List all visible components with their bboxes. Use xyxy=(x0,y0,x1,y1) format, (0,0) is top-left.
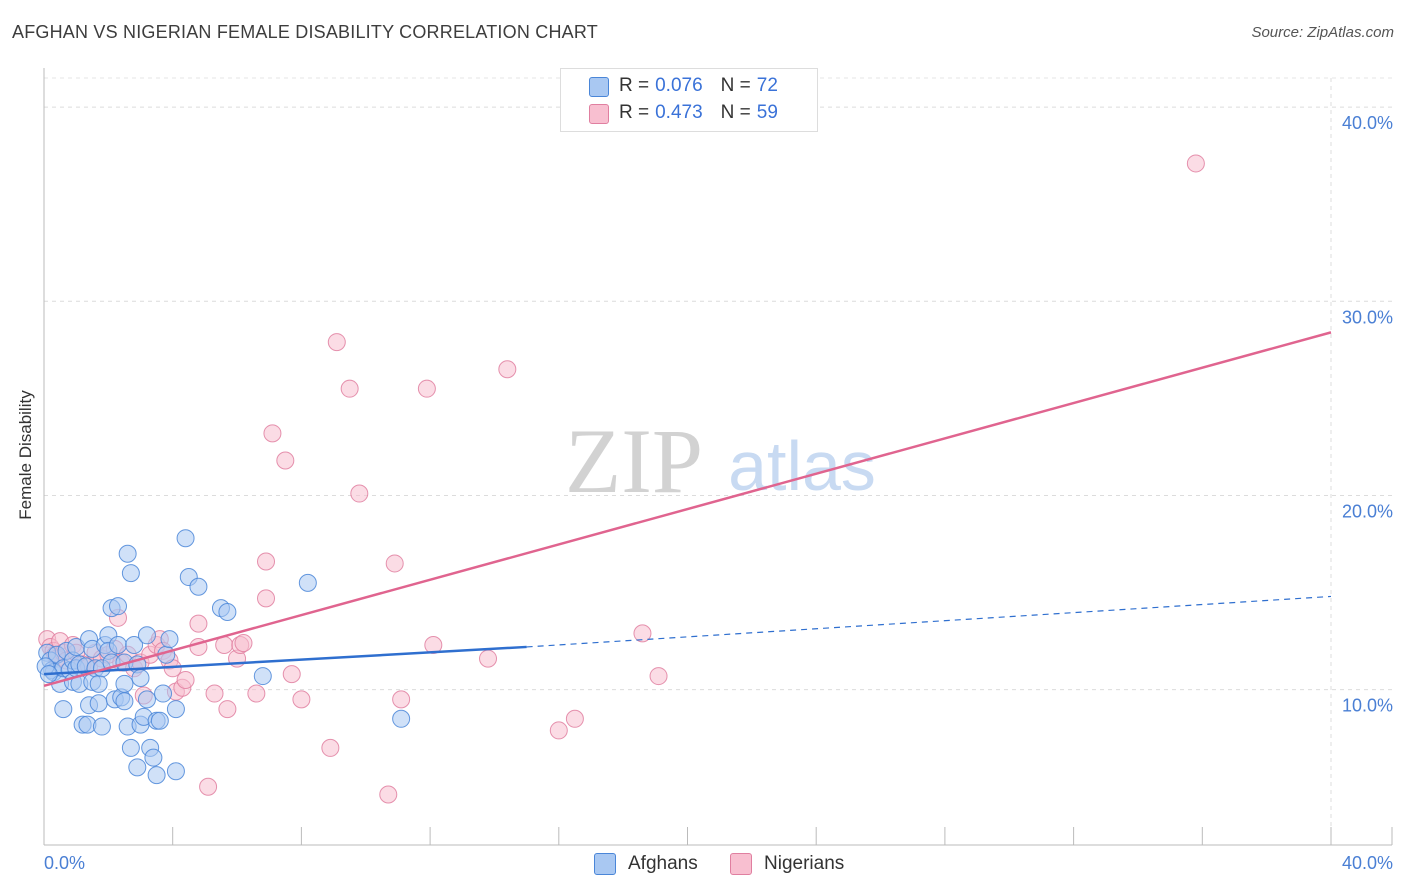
watermark-atlas: atlas xyxy=(728,427,876,505)
nigerian-point xyxy=(199,777,218,796)
nigerians-legend-swatch xyxy=(730,853,752,875)
nigerian-point xyxy=(649,667,668,686)
afghan-point xyxy=(89,674,108,693)
afghan-point xyxy=(115,692,134,711)
nigerians-n-value: 59 xyxy=(756,102,778,123)
afghans-r-label: R = xyxy=(619,75,650,96)
afghan-point xyxy=(392,709,411,728)
bottom-legend-nigerians: Nigerians xyxy=(730,852,844,876)
afghan-point xyxy=(137,626,156,645)
afghan-point xyxy=(89,694,108,713)
nigerian-point xyxy=(1186,154,1205,173)
correlation-legend: R = 0.076 N = 72 R = 0.473 N = 59 xyxy=(560,68,818,132)
gridlines xyxy=(44,77,1392,845)
afghans-n-value: 72 xyxy=(756,75,778,96)
afghan-point xyxy=(144,748,163,767)
watermark-zip: ZIP xyxy=(565,410,703,512)
nigerian-point xyxy=(205,684,224,703)
afghan-point xyxy=(137,690,156,709)
y-tick-label: 10.0% xyxy=(1342,696,1393,716)
afghans-legend-swatch xyxy=(594,853,616,875)
nigerian-point xyxy=(257,552,276,571)
nigerian-point xyxy=(350,484,369,503)
afghan-point xyxy=(118,544,137,563)
nigerian-point xyxy=(327,333,346,352)
afghan-point xyxy=(121,564,140,583)
afghan-point xyxy=(154,684,173,703)
legend-row-nigerians: R = 0.473 N = 59 xyxy=(589,101,778,125)
tick-labels: 10.0% 20.0% 30.0% 40.0% 0.0% 40.0% xyxy=(44,113,1393,873)
afghan-point xyxy=(115,674,134,693)
afghan-point xyxy=(218,602,237,621)
source-credit: Source: ZipAtlas.com xyxy=(1251,24,1394,41)
nigerian-point xyxy=(263,424,282,443)
nigerian-point xyxy=(247,684,266,703)
afghan-point xyxy=(160,630,179,649)
nigerian-point xyxy=(276,451,295,470)
nigerian-point xyxy=(257,589,276,608)
afghan-point xyxy=(54,700,73,719)
nigerian-point xyxy=(424,635,443,654)
y-tick-label: 30.0% xyxy=(1342,307,1393,327)
chart-title: AFGHAN VS NIGERIAN FEMALE DISABILITY COR… xyxy=(12,22,598,42)
legend-row-afghans: R = 0.076 N = 72 xyxy=(589,74,778,98)
afghan-point xyxy=(109,635,128,654)
x-tick-label-min: 0.0% xyxy=(44,853,85,873)
nigerian-point xyxy=(218,700,237,719)
afghans-trend-extension xyxy=(526,595,1332,648)
nigerian-point xyxy=(189,614,208,633)
afghan-point xyxy=(147,766,166,785)
afghan-point xyxy=(109,597,128,616)
afghan-point xyxy=(298,573,317,592)
nigerian-point xyxy=(340,379,359,398)
nigerian-point xyxy=(234,634,253,653)
nigerian-point xyxy=(565,709,584,728)
nigerian-point xyxy=(392,690,411,709)
afghans-n-label: N = xyxy=(720,75,751,96)
bottom-legend-afghans: Afghans xyxy=(594,852,698,876)
afghan-point xyxy=(125,635,144,654)
afghan-point xyxy=(150,711,169,730)
afghan-point xyxy=(166,700,185,719)
nigerian-point xyxy=(498,360,517,379)
afghans-r-value: 0.076 xyxy=(655,75,703,96)
nigerians-n-label: N = xyxy=(720,102,751,123)
afghan-point xyxy=(253,667,272,686)
nigerian-point xyxy=(417,379,436,398)
nigerian-point xyxy=(633,624,652,643)
nigerian-point xyxy=(321,738,340,757)
afghan-point xyxy=(131,669,150,688)
trend-lines xyxy=(43,331,1332,687)
y-tick-label: 20.0% xyxy=(1342,501,1393,521)
y-tick-label: 40.0% xyxy=(1342,113,1393,133)
nigerians-r-value: 0.473 xyxy=(655,102,703,123)
nigerian-point xyxy=(385,554,404,573)
nigerian-point xyxy=(379,785,398,804)
nigerians-r-label: R = xyxy=(619,102,650,123)
afghans-swatch xyxy=(589,77,609,97)
afghans-trend-line xyxy=(43,645,527,676)
axes xyxy=(43,68,1393,846)
afghan-point xyxy=(176,529,195,548)
nigerian-point xyxy=(549,721,568,740)
afghan-point xyxy=(121,738,140,757)
nigerians-swatch xyxy=(589,104,609,124)
afghan-point xyxy=(92,717,111,736)
nigerian-point xyxy=(292,690,311,709)
afghans-legend-label: Afghans xyxy=(628,853,698,874)
nigerian-point xyxy=(282,665,301,684)
nigerians-legend-label: Nigerians xyxy=(764,853,845,874)
afghan-point xyxy=(128,758,147,777)
nigerians-trend-line xyxy=(43,331,1332,687)
x-tick-label-max: 40.0% xyxy=(1342,853,1393,873)
nigerian-point xyxy=(176,670,195,689)
afghan-point xyxy=(166,762,185,781)
afghan-point xyxy=(189,577,208,596)
nigerian-point xyxy=(479,649,498,668)
